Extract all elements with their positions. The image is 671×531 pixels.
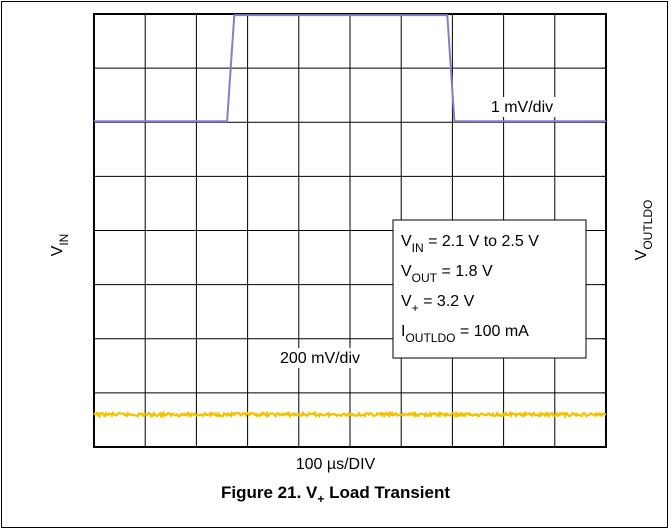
x-axis-label: 100 µs/DIV: [295, 456, 376, 473]
condition-4-main: I: [401, 323, 405, 340]
scale-label-200mv: 200 mV/div: [280, 350, 360, 367]
condition-4-value: = 100 mA: [455, 323, 529, 340]
y-axis-label-right-sub: OUTLDO: [641, 200, 655, 250]
scale-label-200mv-bg: [272, 348, 368, 368]
condition-3-value: = 3.2 V: [419, 293, 475, 310]
figure-caption: Figure 21. V+ Load Transient: [0, 483, 671, 506]
y-axis-label-right: VOUTLDO: [633, 200, 655, 261]
plot-grid: [93, 13, 607, 448]
y-axis-label-left: VIN: [49, 234, 71, 257]
condition-4-sub: OUTLDO: [405, 331, 455, 345]
condition-3-sub: +: [412, 301, 419, 315]
caption-suffix: Load Transient: [324, 483, 451, 502]
y-axis-label-left-sub: IN: [57, 234, 71, 246]
condition-1: VIN = 2.1 V to 2.5 V: [401, 233, 539, 255]
conditions-box: [392, 219, 587, 359]
scale-label-1mv-bg: [482, 97, 562, 117]
condition-2-main: V: [401, 263, 412, 280]
condition-1-value: = 2.1 V to 2.5 V: [424, 233, 540, 250]
condition-3: V+ = 3.2 V: [401, 293, 475, 315]
trace-2: [93, 410, 607, 420]
condition-3-main: V: [401, 293, 412, 310]
trace-1: [94, 14, 606, 123]
caption-prefix: Figure 21. V: [220, 483, 318, 502]
condition-2-sub: OUT: [412, 271, 438, 285]
caption-subscript: +: [317, 492, 325, 506]
condition-1-main: V: [401, 233, 412, 250]
condition-2: VOUT = 1.8 V: [401, 263, 493, 285]
scale-label-1mv: 1 mV/div: [491, 99, 553, 116]
y-axis-label-right-main: V: [633, 249, 650, 260]
plot-border: [93, 13, 607, 448]
y-axis-label-left-main: V: [49, 245, 66, 256]
condition-1-sub: IN: [412, 241, 424, 255]
condition-4: IOUTLDO = 100 mA: [401, 323, 529, 345]
condition-2-value: = 1.8 V: [437, 263, 493, 280]
trace-layer: [93, 14, 607, 420]
